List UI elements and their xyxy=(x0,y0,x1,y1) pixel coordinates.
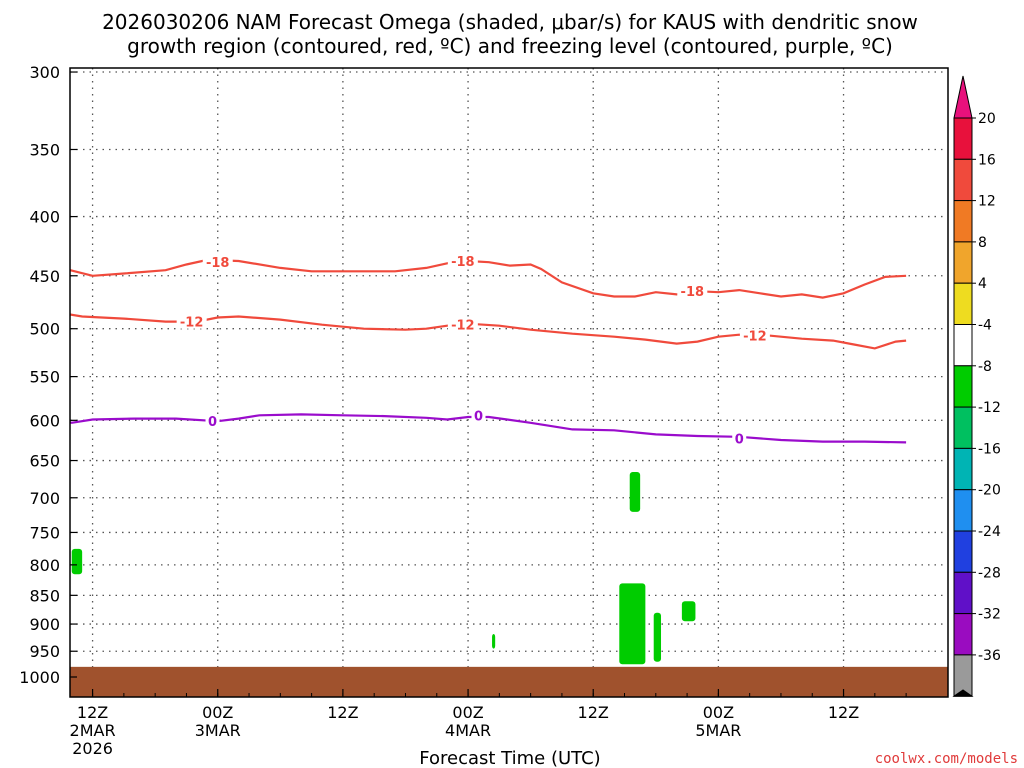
colorbar-tick-label: -16 xyxy=(978,441,1001,457)
contour-label-bg xyxy=(205,414,220,429)
colorbar-swatch xyxy=(953,282,973,326)
colorbar-swatch xyxy=(953,406,973,449)
colorbar-tick-label: 12 xyxy=(978,194,996,210)
colorbar-swatch xyxy=(953,365,973,408)
x-tick-label: 12Z xyxy=(77,703,108,722)
plot-contents: -18 -18 -18 -12 -12 -12 0 0 0 xyxy=(70,68,948,697)
colorbar-tick-label: 20 xyxy=(978,111,996,127)
y-tick-label: 900 xyxy=(29,615,60,634)
x-tick-label: 2026 xyxy=(72,739,113,758)
colorbar-swatch xyxy=(953,530,973,573)
contour-label: -18 xyxy=(681,285,705,300)
x-tick-label: 2MAR xyxy=(70,721,116,740)
x-axis-label: Forecast Time (UTC) xyxy=(419,748,600,768)
x-tick-label: 12Z xyxy=(578,703,609,722)
contour-label: 0 xyxy=(735,432,744,447)
contour-label-bg xyxy=(677,284,708,299)
y-tick-label: 650 xyxy=(29,452,60,471)
colorbar-tick-label: 16 xyxy=(978,152,996,168)
omega-shaded-region xyxy=(492,634,496,649)
colorbar-swatch xyxy=(953,117,973,160)
colorbar-swatch xyxy=(953,200,973,243)
x-tick-label: 00Z xyxy=(703,703,734,722)
y-tick-label: 350 xyxy=(29,140,60,159)
contour-label-bg xyxy=(471,408,486,423)
x-tick-label: 12Z xyxy=(828,703,859,722)
contour-label: -18 xyxy=(451,255,475,270)
contour-label-bg xyxy=(447,317,478,332)
contour-label-bg xyxy=(732,431,747,446)
colorbar-tick-label: 4 xyxy=(978,276,987,292)
contour-label-bg xyxy=(176,314,207,329)
contour-label: 0 xyxy=(208,415,217,430)
omega-shaded-region xyxy=(71,548,83,575)
y-tick-label: 950 xyxy=(29,642,60,661)
credit-text: coolwx.com/models xyxy=(875,751,1018,767)
colorbar-swatch xyxy=(953,158,973,202)
colorbar-swatch xyxy=(953,571,973,615)
y-tick-label: 400 xyxy=(29,208,60,227)
y-tick-label: 500 xyxy=(29,320,60,339)
contour-label-bg xyxy=(739,328,770,343)
colorbar-swatch xyxy=(953,489,973,532)
contour-label: -12 xyxy=(180,316,204,331)
y-tick-label: 300 xyxy=(29,63,60,82)
x-tick-label: 00Z xyxy=(452,703,483,722)
colorbar: 20 16 12 8 4 -4 -8 -12 -16 -20 -24 -28 -32 -36 xyxy=(952,75,1001,697)
colorbar-top-arrow xyxy=(953,75,973,119)
colorbar-tick-label: -32 xyxy=(978,607,1001,623)
x-tick-label: 3MAR xyxy=(195,721,241,740)
contour-label: 0 xyxy=(474,409,483,424)
colorbar-tick-label: -8 xyxy=(978,359,992,375)
omega-shaded-region xyxy=(629,472,641,512)
plot-frame xyxy=(69,67,949,698)
colorbar-swatch xyxy=(953,241,973,284)
chart-title-line2: growth region (contoured, red, ºC) and f… xyxy=(127,34,893,58)
axes: 2503003504004505005506006507007508008509… xyxy=(19,63,949,758)
contour-line-0 xyxy=(70,413,907,444)
y-tick-label: 750 xyxy=(29,523,60,542)
colorbar-tick-label: -36 xyxy=(978,648,1001,664)
x-tick-label: 4MAR xyxy=(445,721,491,740)
chart-title-line1: 2026030206 NAM Forecast Omega (shaded, μ… xyxy=(102,10,918,34)
colorbar-tick-label: -20 xyxy=(978,483,1001,499)
x-tick-label: 00Z xyxy=(202,703,233,722)
ground-surface xyxy=(70,666,948,697)
y-tick-label: 800 xyxy=(29,556,60,575)
colorbar-tick-label: -12 xyxy=(978,400,1001,416)
omega-shaded-region xyxy=(681,601,696,622)
contour-label: -12 xyxy=(743,330,767,345)
contour-label: -18 xyxy=(206,256,230,271)
colorbar-swatch xyxy=(953,324,973,367)
plot-area: -18 -18 -18 -12 -12 -12 0 0 0 xyxy=(70,68,948,697)
colorbar-swatch xyxy=(953,447,973,491)
omega-shaded-region xyxy=(619,583,646,665)
colorbar-tick-label: -28 xyxy=(978,565,1001,581)
y-tick-label: 450 xyxy=(29,267,60,286)
colorbar-tick-label: 8 xyxy=(978,235,987,251)
omega-shaded-region xyxy=(653,612,662,662)
y-tick-label: 1000 xyxy=(19,668,60,687)
contour-label: -12 xyxy=(451,319,475,334)
colorbar-tick-label: -24 xyxy=(978,524,1001,540)
x-tick-label: 12Z xyxy=(327,703,358,722)
y-tick-label: 700 xyxy=(29,489,60,508)
colorbar-bottom-arrow xyxy=(952,689,974,697)
colorbar-swatch xyxy=(953,613,973,656)
y-tick-label: 550 xyxy=(29,368,60,387)
y-tick-label: 600 xyxy=(29,411,60,430)
contour-label-bg xyxy=(202,255,233,270)
x-tick-label: 5MAR xyxy=(695,721,741,740)
contour-label-bg xyxy=(447,254,478,269)
y-tick-label: 850 xyxy=(29,586,60,605)
colorbar-tick-label: -4 xyxy=(978,318,992,334)
